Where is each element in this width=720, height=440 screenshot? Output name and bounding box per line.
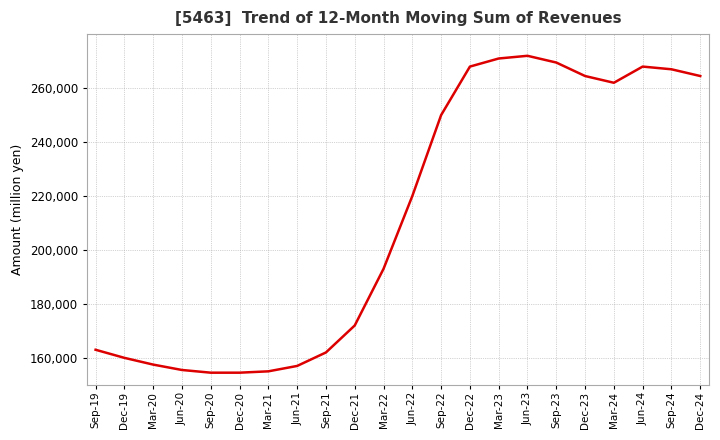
Title: [5463]  Trend of 12-Month Moving Sum of Revenues: [5463] Trend of 12-Month Moving Sum of R… [175, 11, 621, 26]
Y-axis label: Amount (million yen): Amount (million yen) [11, 144, 24, 275]
